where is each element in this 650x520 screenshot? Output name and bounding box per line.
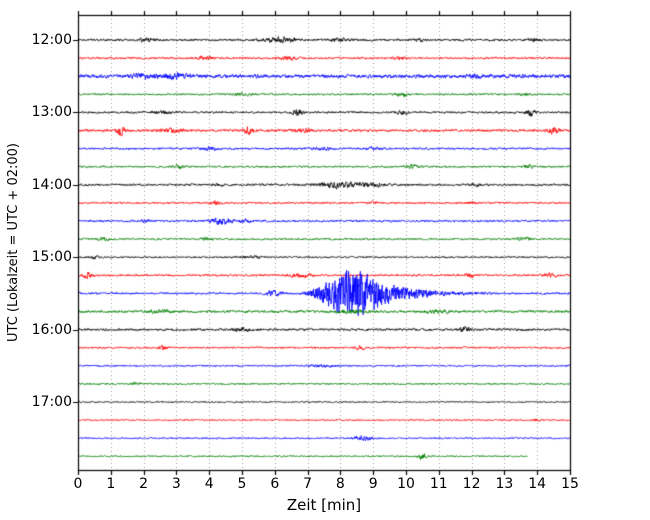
x-tick-label: 14 <box>528 476 547 492</box>
x-tick-label: 5 <box>237 476 247 492</box>
x-tick-label: 0 <box>73 476 83 492</box>
x-axis-title: Zeit [min] <box>286 496 362 514</box>
x-tick-label: 12 <box>462 476 481 492</box>
x-tick-label: 10 <box>397 476 415 492</box>
x-tick-label: 15 <box>561 476 579 492</box>
y-axis-title: UTC (Lokalzeit = UTC + 02:00) <box>6 143 21 342</box>
x-tick-label: 3 <box>171 476 181 492</box>
x-tick-label: 13 <box>495 476 514 492</box>
x-tick-label: 7 <box>303 476 313 492</box>
x-tick-label: 8 <box>335 476 345 492</box>
y-tick-label: 16:00 <box>31 321 72 338</box>
x-tick-label: 4 <box>204 476 214 492</box>
x-tick-label: 11 <box>429 476 448 492</box>
y-tick-label: 17:00 <box>31 394 72 410</box>
y-tick-label: 13:00 <box>31 104 72 121</box>
y-tick-label: 15:00 <box>31 249 72 266</box>
y-tick-label: 14:00 <box>31 176 72 193</box>
x-tick-label: 1 <box>106 476 116 492</box>
x-tick-label: 2 <box>139 476 149 492</box>
x-tick-label: 9 <box>368 476 378 492</box>
x-tick-label: 6 <box>270 476 280 492</box>
y-tick-label: 12:00 <box>31 32 72 48</box>
